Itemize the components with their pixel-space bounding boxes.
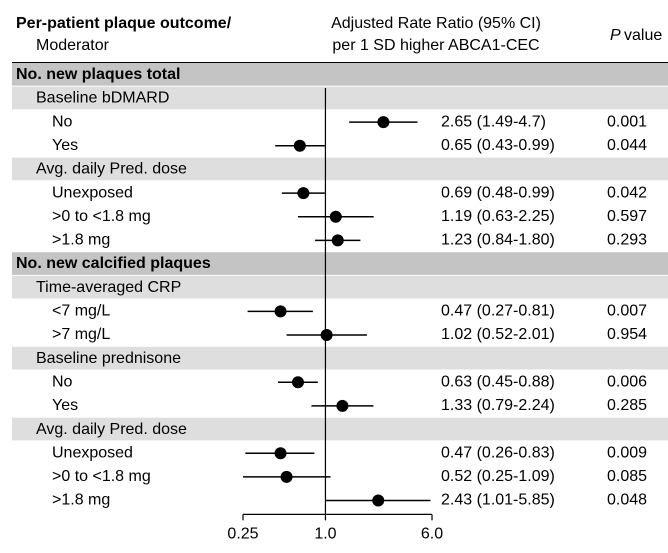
- point-estimate: [293, 139, 306, 152]
- x-tick-label: 1.0: [314, 526, 336, 543]
- x-tick-label: 6.0: [421, 526, 443, 543]
- ci-label: 1.33 (0.79-2.24): [441, 397, 555, 414]
- ci-label: 1.02 (0.52-2.01): [441, 326, 555, 343]
- p-value: 0.001: [607, 113, 647, 130]
- subgroup-title: Avg. daily Pred. dose: [36, 421, 187, 438]
- point-estimate: [291, 376, 304, 389]
- p-value: 0.009: [607, 444, 647, 461]
- row-label: >1.8 mg: [52, 492, 110, 509]
- subgroup-title: Time-averaged CRP: [36, 279, 181, 296]
- p-value: 0.293: [607, 232, 647, 249]
- point-estimate: [280, 470, 293, 483]
- p-value: 0.285: [607, 397, 647, 414]
- group-title: No. new calcified plaques: [16, 255, 211, 272]
- ci-label: 0.47 (0.27-0.81): [441, 303, 555, 320]
- group-band: [12, 63, 668, 86]
- row-label: >0 to <1.8 mg: [52, 468, 151, 485]
- row-label: >0 to <1.8 mg: [52, 208, 151, 225]
- subgroup-title: Baseline prednisone: [36, 350, 181, 367]
- row-label: Unexposed: [52, 444, 133, 461]
- p-value: 0.007: [607, 303, 647, 320]
- subgroup-band: [12, 417, 668, 441]
- row-label: >1.8 mg: [52, 232, 110, 249]
- ci-label: 0.65 (0.43-0.99): [441, 137, 555, 154]
- row-label: >7 mg/L: [52, 326, 110, 343]
- ci-label: 1.19 (0.63-2.25): [441, 208, 555, 225]
- subgroup-band: [12, 157, 668, 181]
- row-label: Unexposed: [52, 184, 133, 201]
- estimate-header: per 1 SD higher ABCA1-CEC: [332, 37, 539, 54]
- row-label: Yes: [52, 397, 78, 414]
- subgroup-title: Avg. daily Pred. dose: [36, 161, 187, 178]
- point-estimate: [274, 305, 287, 318]
- point-estimate: [336, 399, 349, 412]
- group-title: No. new plaques total: [16, 66, 180, 83]
- row-label: No: [52, 373, 73, 390]
- point-estimate: [297, 187, 310, 200]
- group-band: [12, 252, 668, 275]
- p-value: 0.044: [607, 137, 647, 154]
- p-value: 0.042: [607, 184, 647, 201]
- ci-label: 0.52 (0.25-1.09): [441, 468, 555, 485]
- ci-label: 0.69 (0.48-0.99): [441, 184, 555, 201]
- p-value: 0.048: [607, 492, 647, 509]
- ci-label: 2.43 (1.01-5.85): [441, 492, 555, 509]
- p-header: P: [610, 27, 621, 44]
- row-label: <7 mg/L: [52, 303, 110, 320]
- ci-label: 1.23 (0.84-1.80): [441, 232, 555, 249]
- subgroup-title: Baseline bDMARD: [36, 90, 169, 107]
- ci-label: 0.63 (0.45-0.88): [441, 373, 555, 390]
- point-estimate: [274, 447, 287, 460]
- p-value: 0.597: [607, 208, 647, 225]
- subgroup-band: [12, 346, 668, 370]
- outcome-header: Moderator: [36, 37, 110, 54]
- point-estimate: [320, 328, 333, 341]
- point-estimate: [377, 116, 390, 129]
- point-estimate: [372, 494, 385, 507]
- p-value: 0.085: [607, 468, 647, 485]
- subgroup-band: [12, 275, 668, 299]
- subgroup-band: [12, 86, 668, 110]
- p-header: value: [624, 27, 662, 44]
- point-estimate: [329, 210, 342, 223]
- x-tick-label: 0.25: [227, 526, 258, 543]
- ci-label: 0.47 (0.26-0.83): [441, 444, 555, 461]
- estimate-header: Adjusted Rate Ratio (95% CI): [331, 15, 541, 32]
- row-label: No: [52, 113, 73, 130]
- outcome-header: Per-patient plaque outcome/: [16, 15, 232, 32]
- p-value: 0.954: [607, 326, 647, 343]
- point-estimate: [331, 234, 344, 247]
- p-value: 0.006: [607, 373, 647, 390]
- row-label: Yes: [52, 137, 78, 154]
- ci-label: 2.65 (1.49-4.7): [441, 113, 546, 130]
